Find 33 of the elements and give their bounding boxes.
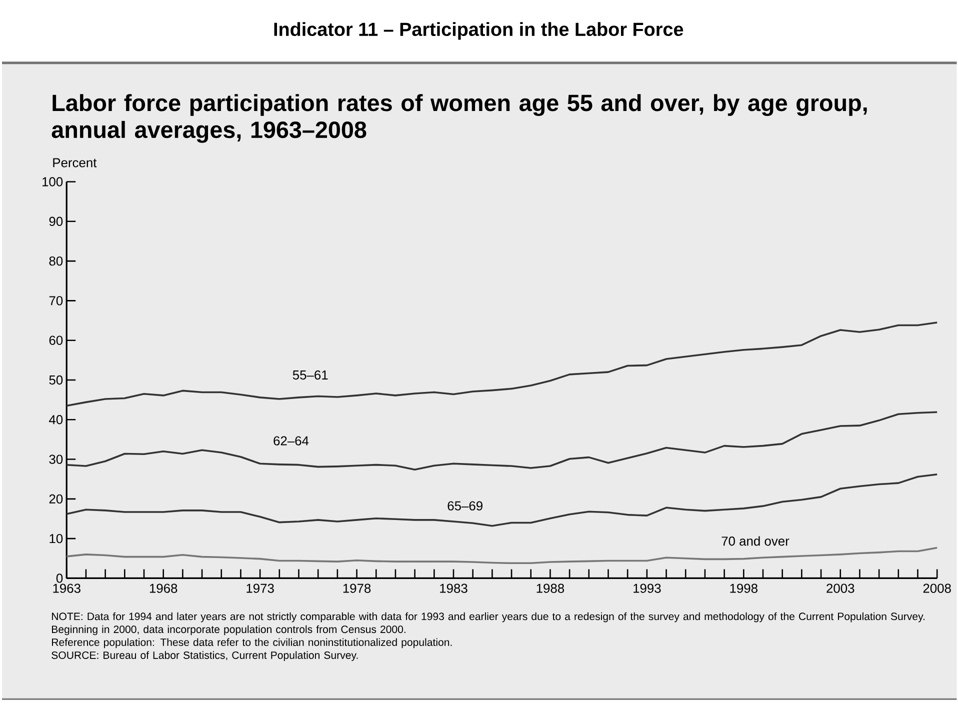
x-tick-label: 1968	[150, 584, 178, 593]
y-tick-label: 40	[49, 415, 63, 424]
y-tick-label: 60	[49, 336, 63, 345]
series-label: 55–61	[292, 370, 328, 380]
x-tick-label: 2008	[923, 584, 951, 593]
x-tick-label: 1998	[730, 584, 758, 593]
line-series	[66, 411, 938, 470]
y-tick-label: 10	[50, 534, 63, 544]
y-tick-label: 0	[56, 574, 63, 583]
y-tick-label: 70	[49, 296, 63, 306]
x-tick-label: 1983	[440, 584, 468, 593]
x-tick-label: 1988	[536, 584, 564, 593]
series-label: 70 and over	[722, 536, 790, 546]
chart-title: Indicator 11 – Participation in the Labor Force	[274, 22, 684, 40]
x-tick-label: 1993	[634, 584, 661, 593]
y-tick-label: 100	[42, 177, 63, 186]
line-series	[66, 322, 938, 407]
source-note: SOURCE: Bureau of Labor Statistics, Current Population Survey.	[52, 651, 358, 661]
y-tick-label: 20	[49, 494, 63, 504]
x-tick-label: 1973	[246, 584, 274, 593]
y-tick-label: 30	[49, 454, 63, 464]
y-tick-label: 90	[49, 216, 63, 226]
y-tick-label: 50	[49, 375, 63, 385]
x-tick-label: 2003	[826, 584, 854, 593]
chart-subtitle: Labor force participation rates of women age 55 and over, by age group, annual averages, 1963–2008	[52, 94, 867, 143]
series-label: 62–64	[274, 436, 309, 446]
y-axis-title: Percent	[53, 158, 97, 168]
text: NOTE: Data for 1994 and later years are not strictly comparable with data for 1993 and earlier years due to a redesign of the survey and methodology of the Current Population Survey. Beginning in 2000, data incorporate population controls from Census 2000.	[52, 612, 925, 636]
text: Reference population: These data refer to the civilian noninstitutionalized population.	[52, 638, 452, 648]
series-label: 65–69	[448, 501, 482, 510]
x-tick-label: 1963	[53, 584, 80, 593]
x-tick-label: 1978	[343, 584, 371, 593]
y-tick-label: 80	[49, 256, 63, 266]
